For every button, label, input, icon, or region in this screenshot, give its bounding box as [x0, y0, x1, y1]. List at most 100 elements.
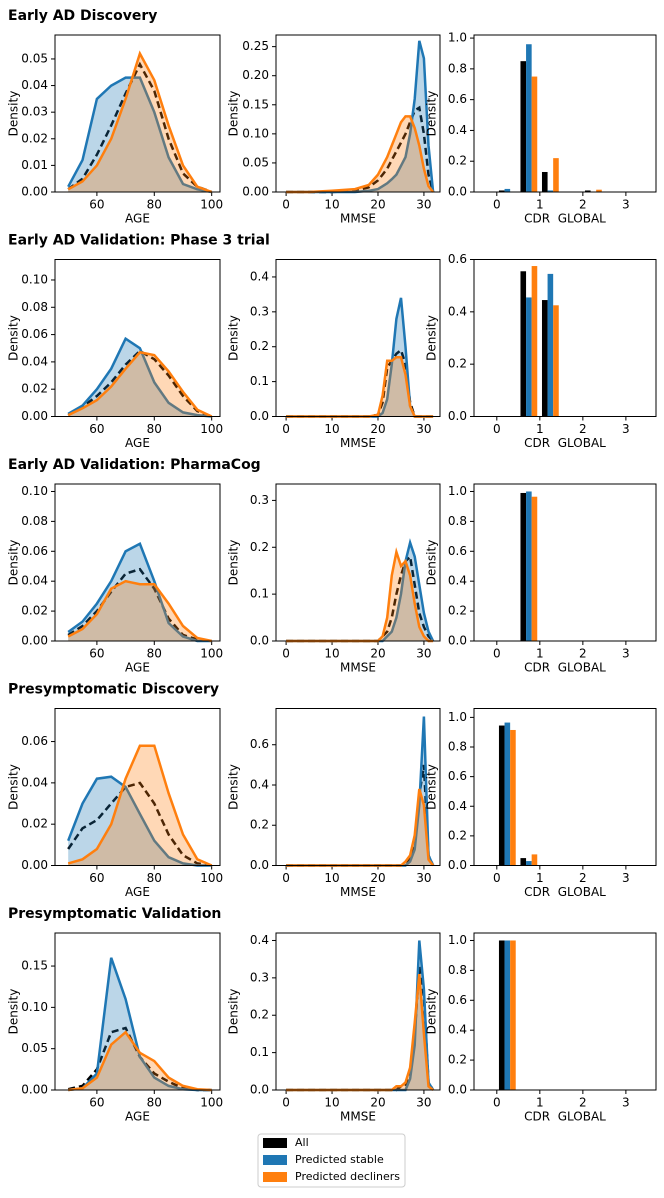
y-tick-label: 0.05 — [21, 51, 48, 65]
density-line — [67, 336, 212, 418]
y-axis-label: Density — [7, 540, 21, 586]
legend-swatch — [263, 1155, 287, 1165]
density-line — [67, 781, 212, 867]
y-tick-label: 0.2 — [448, 154, 467, 168]
x-tick-label: 100 — [200, 1096, 223, 1110]
axes-frame — [473, 259, 657, 417]
x-tick-label: 80 — [147, 422, 162, 436]
x-tick-label: 1 — [536, 871, 544, 885]
y-tick-label: 0.4 — [448, 123, 467, 137]
y-axis-label: Density — [425, 764, 439, 810]
bar — [520, 858, 527, 866]
density-area — [286, 357, 434, 417]
y-tick-label: 0.4 — [250, 933, 269, 947]
bar — [531, 266, 538, 417]
x-axis-label: AGE — [125, 436, 150, 450]
x-tick-label: 3 — [622, 647, 630, 661]
density-area — [68, 581, 212, 641]
x-tick-label: 10 — [324, 1096, 339, 1110]
x-axis-label: AGE — [125, 1110, 150, 1124]
y-tick-label: 0.03 — [21, 105, 48, 119]
x-tick-label: 2 — [579, 198, 587, 212]
x-tick-label: 30 — [416, 198, 431, 212]
y-tick-label: 0.2 — [250, 818, 269, 832]
y-tick-label: 0.2 — [250, 339, 269, 353]
y-tick-label: 0.4 — [250, 777, 269, 791]
row-title: Early AD Validation: PharmaCog — [8, 457, 261, 473]
density-line — [286, 716, 435, 867]
x-tick-label: 0 — [493, 871, 501, 885]
y-tick-label: 0.4 — [448, 574, 467, 588]
panel: 0.0 0.2 0.4 0.6 0.8 1.0 0 1 2 3 CDR GLOBAL Density — [425, 708, 657, 899]
y-tick-label: 0.05 — [242, 155, 269, 169]
legend-box — [257, 1133, 406, 1188]
y-tick-label: 0.10 — [21, 484, 48, 498]
y-tick-label: 0.2 — [250, 540, 269, 554]
x-axis-label: CDR GLOBAL — [524, 661, 606, 675]
bar — [510, 940, 516, 1090]
y-tick-label: 0.15 — [242, 97, 269, 111]
density-line — [67, 50, 213, 194]
x-tick-label: 100 — [200, 647, 223, 661]
x-tick-label: 60 — [89, 871, 104, 885]
density-line — [286, 115, 435, 194]
y-tick-label: 0.25 — [242, 39, 269, 53]
density-area — [68, 77, 212, 192]
x-tick-label: 1 — [536, 1096, 544, 1110]
x-tick-label: 80 — [147, 1096, 162, 1110]
x-tick-label: 80 — [147, 647, 162, 661]
x-tick-label: 1 — [536, 198, 544, 212]
axes-frame — [473, 708, 657, 866]
bar — [498, 725, 505, 866]
x-tick-label: 80 — [147, 871, 162, 885]
bar — [541, 171, 548, 192]
bar — [520, 61, 527, 192]
density-area — [286, 789, 434, 866]
y-tick-label: 0.10 — [21, 1000, 48, 1014]
y-tick-label: 0.3 — [250, 970, 269, 984]
x-axis-label: MMSE — [340, 212, 376, 226]
y-tick-label: 0.00 — [21, 185, 48, 199]
y-tick-label: 0.0 — [448, 634, 467, 648]
density-area — [68, 352, 212, 417]
y-tick-label: 0.2 — [448, 604, 467, 618]
density-area — [68, 543, 212, 641]
bar — [553, 158, 559, 192]
bar — [504, 722, 511, 866]
y-axis-label: Density — [425, 91, 439, 137]
bar — [526, 491, 532, 641]
bar — [520, 492, 527, 641]
density-area — [286, 940, 434, 1090]
row-title: Presymptomatic Discovery — [8, 682, 219, 698]
x-tick-label: 0 — [493, 422, 501, 436]
density-line — [68, 1030, 212, 1092]
x-tick-label: 0 — [282, 198, 290, 212]
x-tick-label: 0 — [493, 647, 501, 661]
panel: 0.0 0.1 0.2 0.3 0.4 0 10 20 30 MMSE Density — [227, 259, 441, 450]
x-tick-label: 60 — [89, 647, 104, 661]
y-tick-label: 0.01 — [21, 158, 48, 172]
y-tick-label: 0.0 — [448, 185, 467, 199]
y-tick-label: 0.4 — [448, 1023, 467, 1037]
y-tick-label: 0.00 — [21, 858, 48, 872]
x-axis-label: AGE — [125, 212, 150, 226]
axes-frame — [473, 932, 657, 1091]
x-tick-label: 1 — [536, 422, 544, 436]
x-tick-label: 10 — [324, 422, 339, 436]
panel: 0.0 0.2 0.4 0.6 0 1 2 3 CDR GLOBAL Density — [425, 252, 657, 450]
density-area — [286, 552, 434, 641]
y-tick-label: 0.1 — [250, 374, 269, 388]
y-tick-label: 0.06 — [21, 734, 48, 748]
x-tick-label: 20 — [370, 1096, 385, 1110]
x-tick-label: 30 — [416, 871, 431, 885]
y-tick-label: 0.6 — [448, 544, 467, 558]
y-tick-label: 1.0 — [448, 484, 467, 498]
density-area — [286, 974, 434, 1090]
density-area — [286, 542, 434, 641]
x-axis-label: MMSE — [340, 1110, 376, 1124]
y-tick-label: 0.15 — [21, 959, 48, 973]
y-tick-label: 0.08 — [21, 514, 48, 528]
y-tick-label: 0.1 — [250, 587, 269, 601]
y-tick-label: 1.0 — [448, 933, 467, 947]
y-axis-label: Density — [7, 91, 21, 137]
